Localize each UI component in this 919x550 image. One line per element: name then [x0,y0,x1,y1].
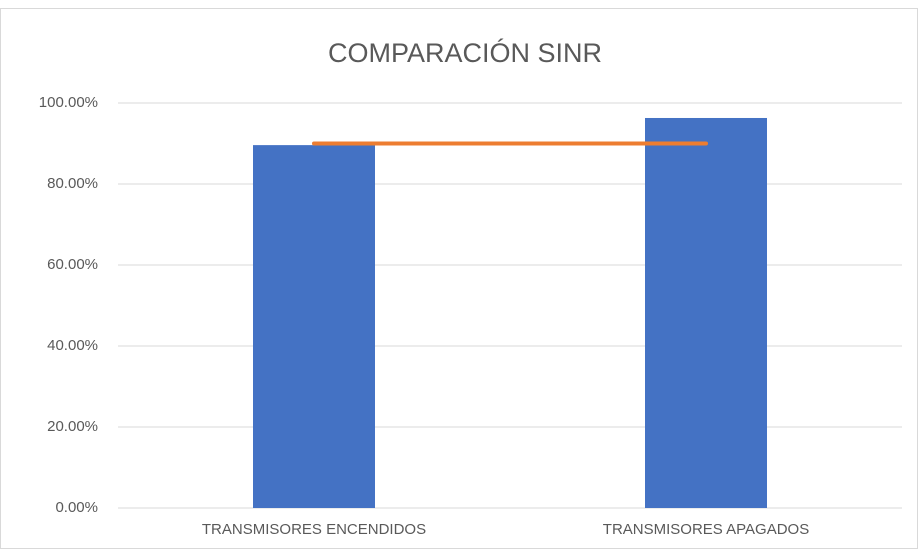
y-tick-label: 20.00% [47,418,98,435]
chart-title: COMPARACIÓN SINR [328,37,602,68]
y-tick-label: 60.00% [47,256,98,273]
y-tick-label: 80.00% [47,175,98,192]
bar [645,117,767,509]
y-tick-label: 40.00% [47,337,98,354]
x-tick-label: TRANSMISORES APAGADOS [603,521,809,538]
bar [253,145,375,508]
y-tick-label: 100.00% [39,94,98,111]
y-tick-label: 0.00% [55,499,98,516]
x-tick-label: TRANSMISORES ENCENDIDOS [202,521,426,538]
chart-frame [0,8,918,549]
